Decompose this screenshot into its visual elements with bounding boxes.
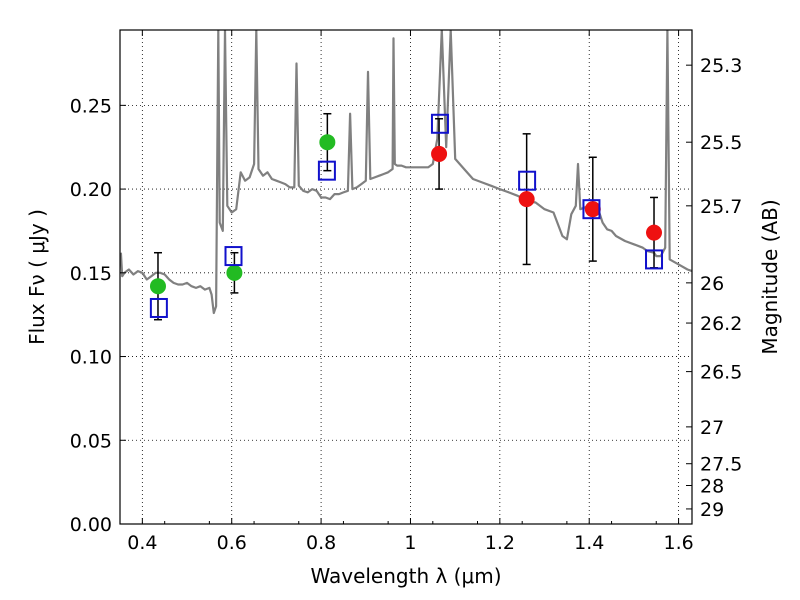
x-axis-label: Wavelength λ (μm): [310, 564, 501, 588]
data-point: [646, 224, 663, 241]
right-tick-label: 26: [700, 273, 724, 295]
y-tick-label: 0.25: [70, 95, 112, 117]
data-point: [319, 134, 336, 151]
model-point: [518, 170, 537, 191]
x-tick-label: 0.4: [127, 532, 157, 554]
y-axis-label: Flux Fν ( μJy ): [25, 209, 49, 345]
x-tick-label: 1.6: [663, 532, 693, 554]
x-tick-label: 0.8: [306, 532, 336, 554]
y-tick-label: 0.00: [70, 514, 112, 536]
right-tick-label: 25.3: [700, 55, 742, 77]
right-tick-label: 29: [700, 499, 724, 521]
data-point: [584, 201, 601, 218]
y-tick-label: 0.10: [70, 347, 112, 369]
data-points: [149, 112, 664, 321]
model-point: [582, 199, 601, 220]
spectrum-line: [120, 30, 692, 315]
right-tick-label: 25.7: [700, 196, 742, 218]
model-spectrum: [120, 30, 692, 315]
x-tick-label: 0.6: [217, 532, 247, 554]
axes: 0.4 0.6 0.8 1 1.2 1.4 1.6 0.00 0.05 0.10 0.15 0.20 0…: [70, 29, 742, 554]
model-point: [430, 113, 449, 134]
x-tick-label: 1: [404, 532, 416, 554]
data-point: [518, 191, 535, 208]
model-point: [317, 160, 336, 181]
grid: [120, 30, 692, 525]
model-point: [224, 246, 243, 267]
plot-frame: [119, 29, 693, 525]
model-point: [645, 249, 664, 270]
x-tick-label: 1.4: [574, 532, 604, 554]
right-tick-label: 25.5: [700, 132, 742, 154]
y-axis-label-right: Magnitude (AB): [758, 199, 782, 354]
y-tick-label: 0.20: [70, 179, 112, 201]
data-point: [431, 145, 448, 162]
right-tick-label: 26.2: [700, 313, 742, 335]
right-tick-label: 27.5: [700, 454, 742, 476]
y-tick-label: 0.15: [70, 263, 112, 285]
right-tick-label: 27: [700, 417, 724, 439]
data-point: [226, 264, 243, 281]
y-tick-label: 0.05: [70, 430, 112, 452]
data-point: [149, 278, 166, 295]
model-point: [149, 297, 168, 318]
right-tick-label: 26.5: [700, 362, 742, 384]
x-tick-label: 1.2: [485, 532, 515, 554]
right-tick-label: 28: [700, 475, 724, 497]
